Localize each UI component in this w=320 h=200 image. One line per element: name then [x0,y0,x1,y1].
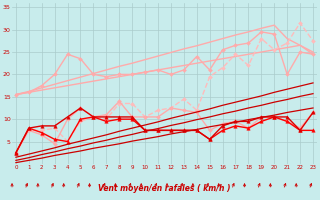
X-axis label: Vent moyen/en rafales ( km/h ): Vent moyen/en rafales ( km/h ) [98,184,231,193]
